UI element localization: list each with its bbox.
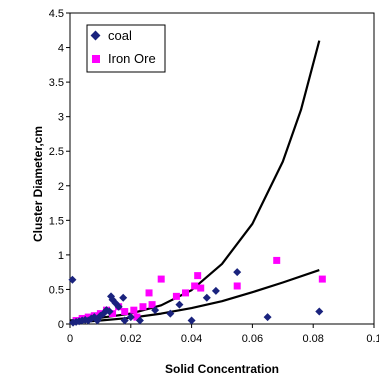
x-tick-label: 0.04 (181, 333, 202, 345)
iron-ore-point (148, 301, 156, 309)
legend-box (86, 24, 166, 73)
x-tick-label: 0 (67, 333, 73, 345)
y-tick-label: 3.5 (49, 77, 64, 89)
coal-point (68, 275, 77, 284)
legend-label-iron-ore: Iron Ore (108, 51, 156, 66)
x-axis-label: Solid Concentration (165, 362, 279, 376)
y-axis-ticks: 0 0.5 1 1.5 2 2.5 3 3.5 4 4.5 (49, 8, 70, 331)
y-tick-label: 3 (58, 112, 64, 124)
iron-ore-point (318, 275, 326, 283)
iron-ore-point (182, 289, 190, 297)
data-points (68, 256, 326, 327)
iron-ore-point (121, 308, 129, 316)
iron-ore-point (109, 310, 117, 318)
iron-ore-point (172, 292, 180, 300)
coal-point (315, 307, 324, 316)
iron-ore-point (194, 272, 202, 280)
y-tick-label: 0.5 (49, 284, 64, 296)
coal-point (175, 300, 184, 309)
iron-ore-point (233, 282, 241, 290)
legend-marker-iron-ore (92, 55, 100, 63)
y-tick-label: 2 (58, 181, 64, 193)
x-tick-label: 0.06 (242, 333, 263, 345)
y-tick-label: 2.5 (49, 146, 64, 158)
coal-point (166, 309, 175, 318)
legend-label-coal: coal (108, 28, 132, 43)
legend: coal Iron Ore (86, 24, 166, 73)
coal-point (120, 316, 129, 325)
coal-point (126, 313, 135, 322)
x-axis-ticks: 0 0.02 0.04 0.06 0.08 0.1 (67, 324, 379, 345)
x-tick-label: 0.1 (366, 333, 379, 345)
y-tick-label: 0 (58, 319, 64, 331)
coal-point (105, 307, 114, 316)
y-tick-label: 1 (58, 250, 64, 262)
y-tick-label: 4.5 (49, 8, 64, 20)
iron-ore-point (197, 284, 205, 292)
iron-ore-point (157, 275, 165, 283)
plot-frame (69, 12, 375, 325)
coal-point (233, 268, 242, 277)
y-tick-label: 1.5 (49, 215, 64, 227)
iron-ore-point (191, 282, 199, 290)
coal-point (151, 306, 160, 315)
coal-point (114, 302, 123, 311)
coal-point (187, 316, 196, 325)
x-tick-label: 0.02 (120, 333, 141, 345)
y-tick-label: 4 (58, 43, 64, 55)
plot-area (69, 12, 375, 325)
coal-point (263, 313, 272, 322)
trend-curve (69, 269, 320, 324)
iron-ore-point (273, 256, 281, 264)
iron-ore-point (130, 306, 138, 314)
coal-point (135, 316, 144, 325)
coal-point (211, 286, 220, 295)
iron-ore-point (145, 289, 153, 297)
coal-point (202, 293, 211, 302)
coal-point (119, 293, 128, 302)
iron-ore-point (139, 303, 147, 311)
iron-ore-point (133, 313, 141, 321)
y-axis-label: Cluster Diameter,cm (31, 126, 45, 242)
x-tick-label: 0.08 (302, 333, 323, 345)
